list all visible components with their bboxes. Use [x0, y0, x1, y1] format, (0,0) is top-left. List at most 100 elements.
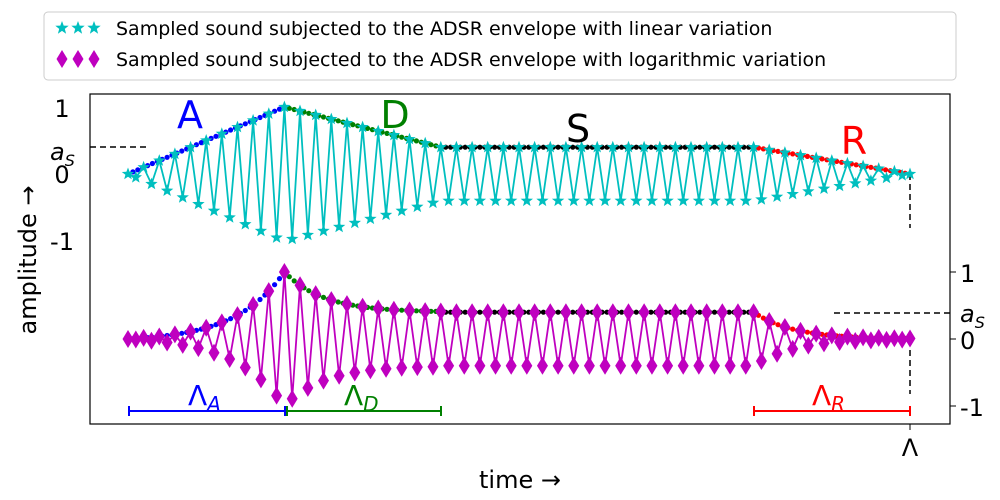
star-marker [262, 107, 275, 119]
star-marker [724, 194, 737, 207]
star-marker [645, 194, 659, 207]
star-marker [747, 140, 760, 153]
star-marker [567, 194, 580, 207]
diamond-marker [404, 301, 416, 320]
star-marker [849, 176, 862, 189]
linear-envelope-point [775, 148, 781, 154]
linear-envelope-point [320, 114, 327, 120]
diamond-marker [787, 339, 799, 358]
star-marker [637, 140, 651, 153]
linear-envelope-point [149, 160, 155, 167]
legend-star-marker [55, 21, 69, 34]
diamond-marker [607, 303, 619, 322]
star-marker [121, 167, 135, 180]
linear-envelope-point [198, 140, 204, 146]
log-envelope-point [804, 329, 811, 335]
log-envelope-point [726, 309, 732, 315]
diamond-marker [364, 361, 376, 380]
linear-envelope-point [276, 106, 283, 112]
star-marker [372, 124, 385, 137]
log-envelope-point [775, 322, 781, 328]
star-marker [348, 216, 361, 229]
diamond-marker [278, 263, 290, 281]
linear-envelope-point [306, 110, 312, 116]
legend-label-linear: Sampled sound subjected to the ADSR enve… [116, 18, 772, 40]
diamond-marker [654, 303, 666, 322]
linear-envelope-point [213, 133, 219, 139]
diamond-marker [341, 295, 353, 314]
diamond-marker [529, 303, 541, 322]
diamond-marker [294, 276, 306, 295]
diamond-marker [200, 318, 212, 337]
diamond-marker [771, 344, 783, 363]
diamond-marker [779, 317, 791, 336]
diamond-marker [693, 356, 705, 375]
star-marker [763, 143, 776, 156]
diamond-marker [630, 356, 642, 375]
diamond-marker [161, 333, 173, 352]
diamond-marker [411, 358, 423, 377]
diamond-marker [873, 328, 885, 347]
star-marker [559, 140, 573, 153]
star-marker [888, 164, 901, 177]
log-envelope-point [306, 288, 312, 294]
log-envelope-point [272, 282, 278, 288]
diamond-marker [427, 357, 439, 376]
left-tick-0: 0 [54, 161, 69, 189]
plot-frame [89, 93, 951, 425]
right-axis: 1 aS 0 -1 [950, 260, 985, 422]
log-envelope-point [276, 276, 283, 282]
star-marker [700, 140, 713, 153]
log-envelope-point [540, 309, 547, 315]
diamond-marker [795, 321, 807, 340]
diamond-marker [263, 282, 275, 301]
diamond-marker [763, 312, 775, 331]
diamond-marker [881, 330, 893, 349]
diamond-marker [888, 329, 900, 348]
star-marker [864, 174, 878, 186]
diamond-marker [497, 303, 509, 322]
linear-envelope-point [804, 153, 811, 159]
diamond-marker [685, 303, 697, 322]
star-marker [825, 154, 838, 166]
linear-envelope-point [384, 130, 390, 136]
star-marker [661, 194, 674, 207]
star-marker [325, 112, 338, 125]
linear-envelope-point [164, 154, 170, 160]
star-marker [755, 193, 768, 205]
diamond-marker [583, 356, 595, 375]
star-marker [778, 146, 792, 158]
logarithmic-series [122, 263, 916, 408]
linear-envelope-point [462, 144, 468, 150]
diamond-marker [591, 303, 603, 322]
star-marker [575, 140, 588, 153]
star-marker [137, 160, 150, 173]
legend-star-marker [87, 21, 101, 34]
log-envelope-point [760, 315, 767, 321]
star-marker [708, 194, 721, 207]
star-marker [168, 147, 182, 160]
linear-envelope-point [242, 121, 248, 127]
diamond-marker [450, 303, 462, 322]
diamond-marker [646, 356, 658, 375]
star-marker [731, 140, 745, 153]
star-marker [426, 196, 440, 209]
star-marker [176, 190, 189, 203]
legend-diamond-marker [88, 50, 100, 68]
star-marker [239, 217, 252, 230]
diamond-marker [701, 303, 713, 322]
y-axis-label: amplitude → [14, 185, 42, 334]
diamond-marker [638, 303, 650, 322]
star-marker [716, 140, 729, 153]
star-marker [692, 194, 705, 207]
diamond-marker [325, 291, 337, 310]
phase-label-sustain: S [566, 107, 590, 151]
lambda-d-label: ΛD [344, 379, 379, 416]
diamond-marker [505, 356, 517, 375]
linear-envelope-point [413, 138, 419, 144]
legend-marker-linear [55, 21, 101, 34]
diamond-marker [490, 356, 502, 375]
diamond-marker [677, 356, 689, 375]
star-marker [833, 179, 846, 192]
log-envelope-point [462, 309, 468, 315]
